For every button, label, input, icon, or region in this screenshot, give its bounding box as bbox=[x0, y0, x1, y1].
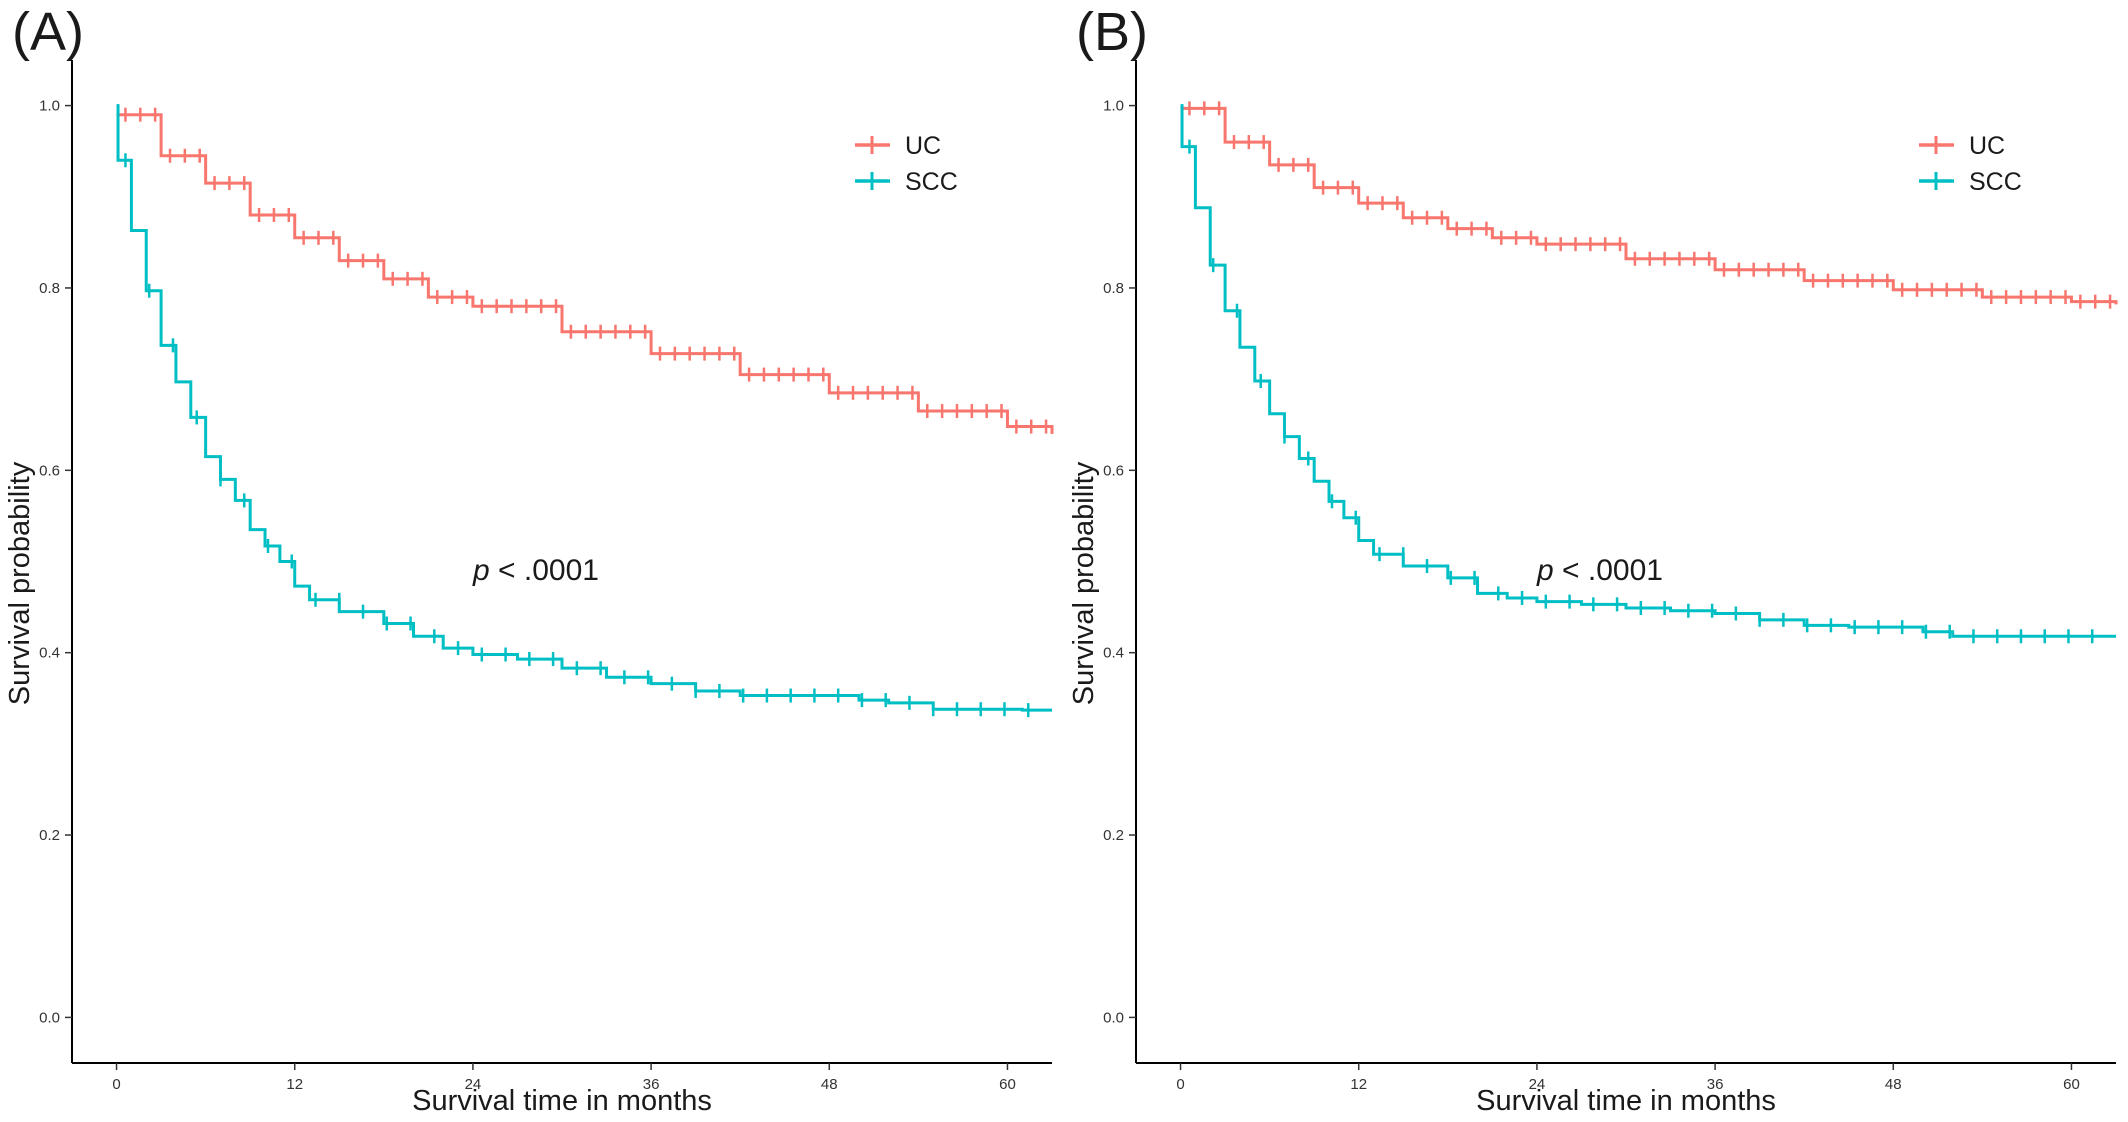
survival-curve-scc bbox=[1180, 104, 2116, 638]
p-value-symbol: p bbox=[472, 554, 490, 587]
x-tick-label: 60 bbox=[999, 1076, 1016, 1093]
panel-label: (B) bbox=[1076, 2, 1148, 62]
series-uc bbox=[116, 107, 1054, 434]
panel-b: (B) 0.0 0.2 0.4 0.6 0.8 1.0 0 12 24 36 48 60 Surviva… bbox=[1064, 0, 2128, 1122]
p-value-text: < .0001 bbox=[1554, 554, 1663, 587]
y-tick-label: 0.2 bbox=[1103, 827, 1124, 844]
legend-item-uc: UC bbox=[855, 132, 941, 160]
y-axis-title: Survival probability bbox=[1068, 461, 1100, 705]
legend-label: SCC bbox=[905, 168, 958, 196]
series-scc bbox=[116, 104, 1052, 718]
survival-curve-uc bbox=[1180, 106, 2118, 305]
x-tick-label: 48 bbox=[821, 1076, 838, 1093]
legend-item-scc: SCC bbox=[855, 168, 958, 196]
y-tick-label: 0.0 bbox=[1103, 1009, 1124, 1026]
legend-label: UC bbox=[905, 132, 941, 160]
x-tick-label: 36 bbox=[1707, 1076, 1724, 1093]
series-scc bbox=[1180, 104, 2116, 644]
p-value-text: < .0001 bbox=[490, 554, 599, 587]
y-tick-label: 0.6 bbox=[39, 462, 60, 479]
survival-curve-scc bbox=[116, 104, 1052, 712]
x-axis-title: Survival time in months bbox=[1476, 1085, 1776, 1117]
y-tick-label: 1.0 bbox=[39, 98, 60, 115]
x-tick-label: 24 bbox=[465, 1076, 482, 1093]
y-tick-label: 0.8 bbox=[1103, 280, 1124, 297]
km-plot-b: 0.0 0.2 0.4 0.6 0.8 1.0 0 12 24 36 48 60 Survival ti… bbox=[1068, 60, 2118, 1117]
y-axis-title: Survival probability bbox=[4, 461, 36, 705]
legend-label: SCC bbox=[1969, 168, 2022, 196]
x-tick-label: 36 bbox=[643, 1076, 660, 1093]
x-tick-label: 12 bbox=[1350, 1076, 1367, 1093]
x-axis-title: Survival time in months bbox=[412, 1085, 712, 1117]
y-tick-label: 0.2 bbox=[39, 827, 60, 844]
series-uc bbox=[1180, 101, 2118, 309]
panel-label: (A) bbox=[12, 2, 84, 62]
x-tick-label: 24 bbox=[1529, 1076, 1546, 1093]
y-tick-label: 0.6 bbox=[1103, 462, 1124, 479]
y-tick-label: 0.4 bbox=[1103, 645, 1124, 662]
y-tick-label: 1.0 bbox=[1103, 98, 1124, 115]
p-value-annotation: p < .0001 bbox=[472, 554, 599, 587]
y-tick-label: 0.4 bbox=[39, 645, 60, 662]
x-tick-label: 48 bbox=[1885, 1076, 1902, 1093]
survival-curve-uc bbox=[116, 113, 1054, 434]
p-value-symbol: p bbox=[1536, 554, 1554, 587]
panel-a: (A) 0.0 0.2 0.4 0.6 0.8 1.0 0 12 24 36 48 60 Surviva… bbox=[4, 2, 1054, 1117]
legend-item-scc: SCC bbox=[1919, 168, 2022, 196]
x-tick-label: 0 bbox=[1176, 1076, 1184, 1093]
p-value-annotation: p < .0001 bbox=[1536, 554, 1663, 587]
x-tick-label: 0 bbox=[112, 1076, 120, 1093]
x-tick-label: 12 bbox=[286, 1076, 303, 1093]
legend-item-uc: UC bbox=[1919, 132, 2005, 160]
x-tick-label: 60 bbox=[2063, 1076, 2080, 1093]
km-plot-a: 0.0 0.2 0.4 0.6 0.8 1.0 0 12 24 36 48 60 Survival ti… bbox=[4, 60, 1054, 1117]
y-tick-label: 0.8 bbox=[39, 280, 60, 297]
legend-label: UC bbox=[1969, 132, 2005, 160]
y-tick-label: 0.0 bbox=[39, 1009, 60, 1026]
